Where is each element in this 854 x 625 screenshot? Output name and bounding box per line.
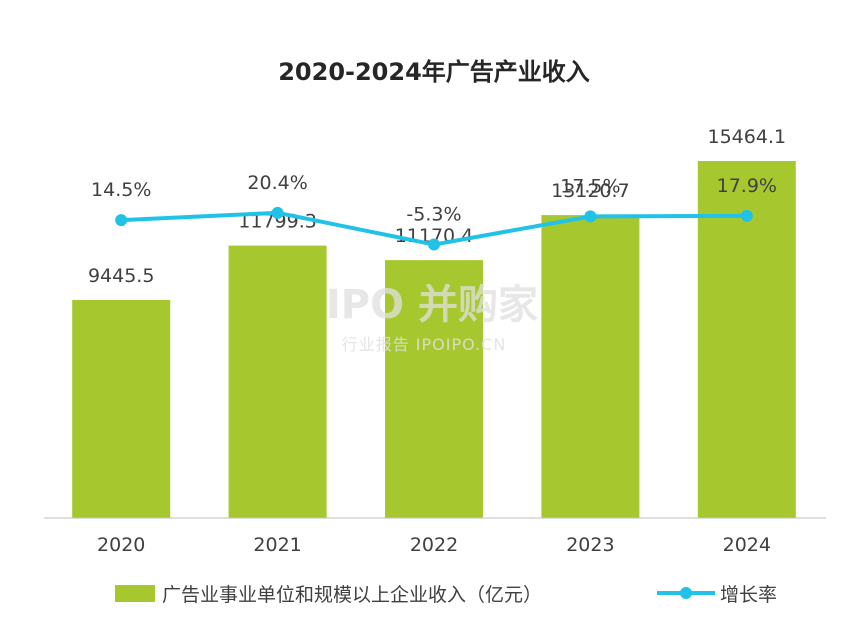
- x-tick-label: 2024: [723, 534, 771, 556]
- legend-bar-swatch: [115, 585, 155, 602]
- bar-value-label: 13120.7: [551, 180, 630, 202]
- growth-point-2020: [115, 214, 128, 227]
- watermark: IPO 并购家 行业报告 IPOIPO.CN: [326, 282, 538, 354]
- watermark-sub: 行业报告 IPOIPO.CN: [342, 335, 507, 354]
- x-tick-label: 2022: [410, 534, 458, 556]
- bar-2023: [541, 215, 640, 518]
- legend: 广告业事业单位和规模以上企业收入（亿元） 增长率: [115, 584, 777, 606]
- bar-group: [72, 161, 796, 519]
- x-tick-label: 2021: [253, 534, 301, 556]
- watermark-brand: IPO 并购家: [326, 282, 538, 328]
- growth-value-label: 20.4%: [247, 172, 307, 194]
- growth-point-2023: [584, 210, 597, 223]
- legend-line-marker: [680, 587, 692, 599]
- bar-2021: [228, 245, 327, 519]
- growth-line-group: [115, 206, 753, 251]
- legend-bar-label: 广告业事业单位和规模以上企业收入（亿元）: [162, 584, 542, 606]
- chart-title: 2020-2024年广告产业收入: [278, 58, 590, 86]
- x-tick-group: 2020 2021 2022 2023 2024: [97, 534, 771, 556]
- bar-2022: [385, 260, 483, 518]
- x-tick-label: 2020: [97, 534, 145, 556]
- growth-label-group: 14.5% 20.4% -5.3% 17.5% 17.9%: [91, 172, 777, 226]
- growth-point-2024: [740, 209, 753, 222]
- growth-value-label: 14.5%: [91, 179, 151, 201]
- growth-value-label: 17.5%: [560, 175, 620, 197]
- bar-value-label: 15464.1: [708, 126, 787, 148]
- growth-value-label: -5.3%: [406, 204, 461, 226]
- bar-value-label: 9445.5: [88, 265, 154, 287]
- legend-line-label: 增长率: [720, 584, 777, 606]
- growth-point-2021: [271, 206, 284, 219]
- growth-point-2022: [428, 238, 440, 251]
- growth-value-label: 17.9%: [717, 175, 777, 197]
- bar-2020: [72, 299, 171, 518]
- x-tick-label: 2023: [566, 534, 614, 556]
